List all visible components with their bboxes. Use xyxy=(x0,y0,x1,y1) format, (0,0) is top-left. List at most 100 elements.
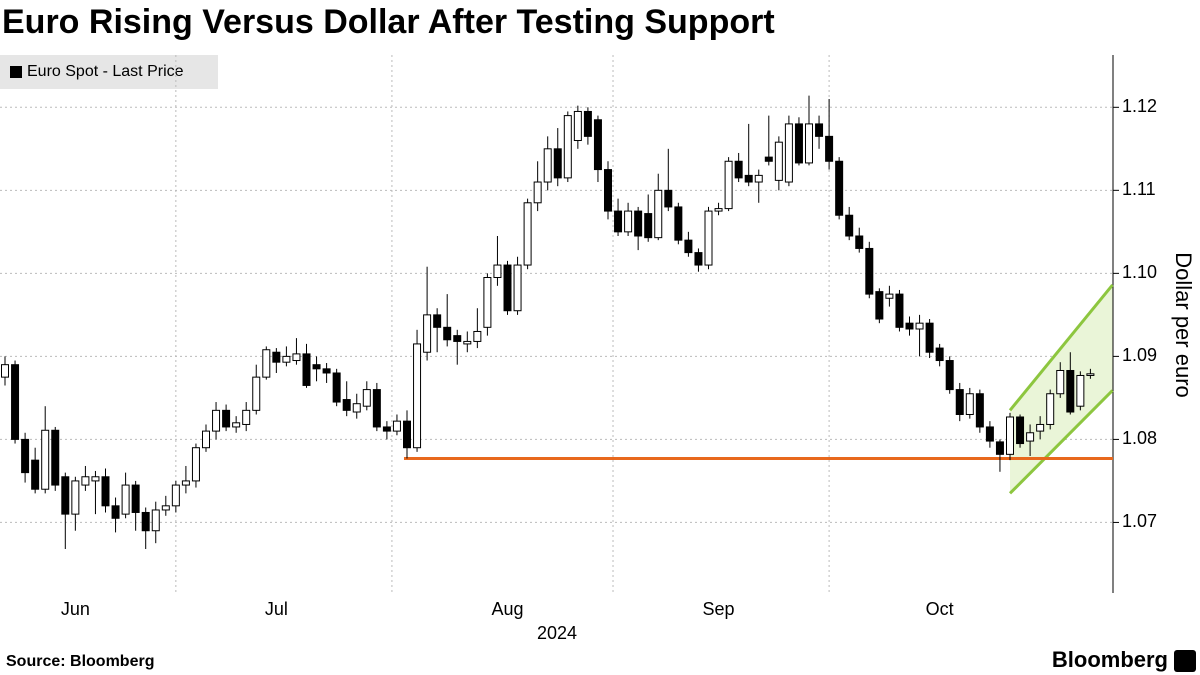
candle-body xyxy=(654,189,663,239)
x-tick-label: Sep xyxy=(703,599,735,619)
candle-body xyxy=(141,511,150,532)
candle-body xyxy=(61,476,70,515)
candle-body xyxy=(1066,369,1075,413)
candle-body xyxy=(282,355,291,363)
candle-body xyxy=(965,393,974,415)
candle-body xyxy=(935,347,944,362)
candle-body xyxy=(543,148,552,183)
y-tick-label: 1.09 xyxy=(1122,345,1157,365)
candle-body xyxy=(392,420,401,432)
brand: Bloomberg xyxy=(1052,647,1168,672)
candle-body xyxy=(573,110,582,142)
candle-body xyxy=(21,438,30,474)
candle-body xyxy=(593,119,602,171)
candle-body xyxy=(1016,416,1025,445)
y-tick-label: 1.10 xyxy=(1122,262,1157,282)
candle-body xyxy=(352,403,361,413)
candle-body xyxy=(604,169,612,212)
y-axis-label: Dollar per euro xyxy=(1171,252,1196,398)
candle-body xyxy=(71,480,80,515)
candle-body xyxy=(1,364,9,378)
candle-body xyxy=(724,160,733,210)
candle-body xyxy=(413,343,422,449)
candle-body xyxy=(191,447,200,482)
brand-icon xyxy=(1174,650,1196,672)
x-tick-label: Jul xyxy=(265,599,288,619)
candle-body xyxy=(312,364,321,370)
source: Source: Bloomberg xyxy=(6,653,154,670)
candle-body xyxy=(513,264,522,312)
candle-body xyxy=(403,420,411,449)
candle-body xyxy=(975,393,984,428)
candle-body xyxy=(734,160,743,179)
candle-body xyxy=(815,123,824,137)
candle-body xyxy=(31,459,40,490)
candle-body xyxy=(433,314,442,328)
candle-body xyxy=(483,277,492,328)
candle-body xyxy=(905,322,914,330)
candle-body xyxy=(121,484,130,515)
candle-body xyxy=(242,409,251,425)
candle-body xyxy=(1076,374,1085,407)
channel-lower xyxy=(1008,389,1114,495)
candle-body xyxy=(342,399,351,411)
candle-body xyxy=(81,476,90,486)
y-tick-label: 1.11 xyxy=(1122,179,1156,199)
candle-body xyxy=(644,213,653,239)
candle-body xyxy=(443,326,452,341)
candle-body xyxy=(101,476,110,507)
candle-body xyxy=(694,252,703,266)
candle-body xyxy=(202,430,210,449)
candle-body xyxy=(855,235,864,249)
candle-body xyxy=(624,210,633,233)
candle-body xyxy=(1036,423,1045,432)
candle-body xyxy=(985,426,994,442)
candle-body xyxy=(805,123,813,164)
x-tick-label: Jun xyxy=(61,599,90,619)
candle-body xyxy=(322,368,331,374)
candle-body xyxy=(674,206,683,241)
candle-body xyxy=(1046,393,1055,425)
plot: 1.07 1.08 1.09 1.10 1.11 1.12 Jun Jul Aug Sep Oct xyxy=(0,55,1157,619)
candle-body xyxy=(423,314,432,353)
candle-body xyxy=(553,148,562,179)
x-tick-label: Aug xyxy=(491,599,523,619)
legend-swatch xyxy=(10,66,22,78)
candle-body xyxy=(915,322,924,330)
candle-body xyxy=(262,349,271,378)
candle-body xyxy=(784,123,793,183)
candle-body xyxy=(583,110,592,137)
y-tick-label: 1.08 xyxy=(1122,428,1157,448)
candle-body xyxy=(252,376,261,411)
candle-body xyxy=(332,372,341,403)
candle-body xyxy=(292,353,301,362)
candle-body xyxy=(925,322,934,353)
candle-body xyxy=(131,484,140,513)
candle-body xyxy=(614,210,623,233)
candle-body xyxy=(11,364,20,440)
candle-body xyxy=(1056,369,1065,395)
candle-body xyxy=(764,156,773,162)
candle-body xyxy=(835,160,844,216)
candle-body xyxy=(1086,373,1095,376)
legend-box xyxy=(0,55,218,89)
candle-body xyxy=(111,505,120,519)
candle-body xyxy=(91,476,100,482)
legend-label: Euro Spot - Last Price xyxy=(27,63,184,80)
candle-body xyxy=(503,264,512,312)
candle-body xyxy=(51,429,60,486)
candle-body xyxy=(151,509,160,532)
candle-body xyxy=(1006,416,1014,455)
channel-upper xyxy=(1008,284,1114,412)
candle-body xyxy=(664,189,673,208)
y-tick-label: 1.07 xyxy=(1122,511,1157,531)
candle-body xyxy=(272,351,281,363)
candle-body xyxy=(222,409,231,428)
candle-body xyxy=(754,174,763,183)
candle-body xyxy=(945,360,954,391)
candle-body xyxy=(533,181,542,204)
candle-body xyxy=(845,214,854,237)
candle-body xyxy=(704,210,713,266)
candle-body xyxy=(372,389,381,428)
